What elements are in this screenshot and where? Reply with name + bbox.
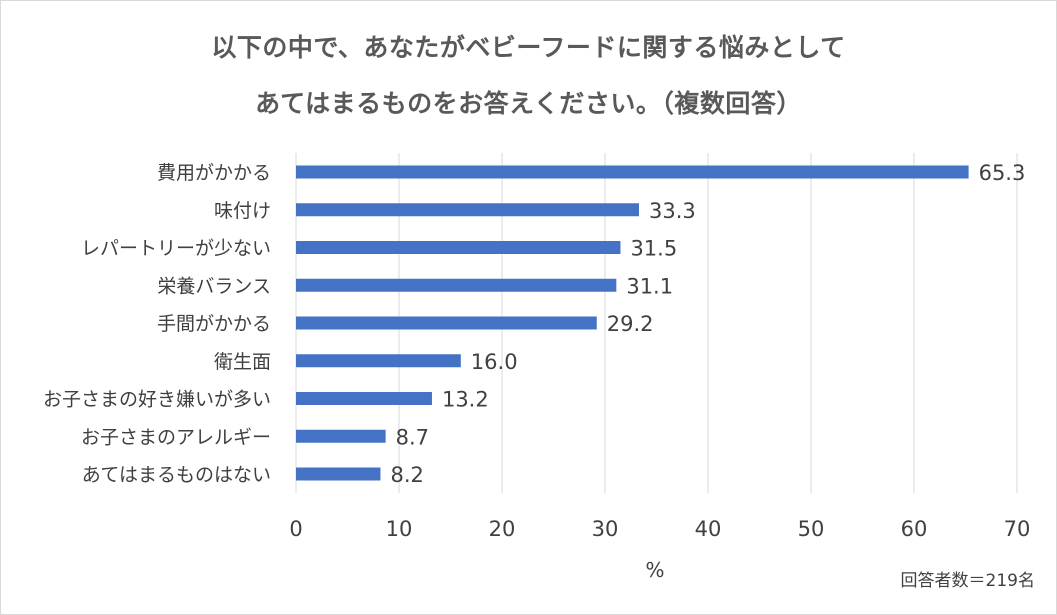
bar — [296, 278, 617, 292]
chart-title-line1: 以下の中で、あなたがベビーフードに関する悩みとして — [211, 33, 846, 62]
category-label: 味付け — [214, 200, 271, 222]
value-label: 13.2 — [442, 388, 489, 412]
bar — [296, 165, 969, 179]
x-axis-title: % — [645, 558, 665, 582]
bar — [296, 392, 432, 405]
x-tick-label: 20 — [489, 517, 516, 541]
category-label: レパートリーが少ない — [81, 238, 271, 260]
bar — [296, 241, 621, 254]
category-label: 手間がかかる — [157, 313, 271, 335]
value-label: 65.3 — [979, 161, 1026, 185]
bar — [296, 429, 386, 443]
x-tick-label: 60 — [901, 517, 928, 541]
category-label: 費用がかかる — [157, 162, 271, 184]
chart-title-line2: あてはまるものをお答えください。（複数回答） — [255, 89, 802, 118]
x-tick-label: 0 — [289, 517, 302, 541]
x-tick-label: 70 — [1004, 517, 1031, 541]
value-label: 8.7 — [396, 425, 429, 449]
value-labels: 65.3 33.3 31.5 31.1 29.2 16.0 13.2 8.7 8.2 — [390, 161, 1025, 487]
value-label: 16.0 — [471, 350, 518, 374]
x-tick-labels: 0 10 20 30 40 50 60 70 — [289, 517, 1030, 541]
value-label: 29.2 — [607, 312, 654, 336]
value-label: 31.5 — [630, 237, 677, 261]
x-tick-label: 30 — [592, 517, 619, 541]
x-tick-label: 10 — [386, 517, 413, 541]
bar — [296, 316, 597, 330]
value-label: 33.3 — [649, 199, 696, 223]
bar — [296, 203, 639, 217]
category-label: お子さまの好き嫌いが多い — [43, 389, 271, 411]
bar — [296, 354, 461, 368]
x-tick-label: 40 — [695, 517, 722, 541]
category-label: 衛生面 — [214, 351, 271, 373]
respondent-count-note: 回答者数＝219名 — [900, 571, 1035, 591]
value-label: 31.1 — [626, 274, 673, 298]
x-tick-label: 50 — [798, 517, 825, 541]
category-label: あてはまるものはない — [82, 464, 271, 486]
bar — [296, 467, 381, 481]
category-label: 栄養バランス — [157, 275, 271, 297]
category-label: お子さまのアレルギー — [81, 426, 271, 448]
bars — [296, 165, 969, 481]
category-labels: 費用がかかる味付けレパートリーが少ない栄養バランス手間がかかる衛生面お子さまの好… — [43, 162, 271, 486]
value-label: 8.2 — [390, 463, 423, 487]
